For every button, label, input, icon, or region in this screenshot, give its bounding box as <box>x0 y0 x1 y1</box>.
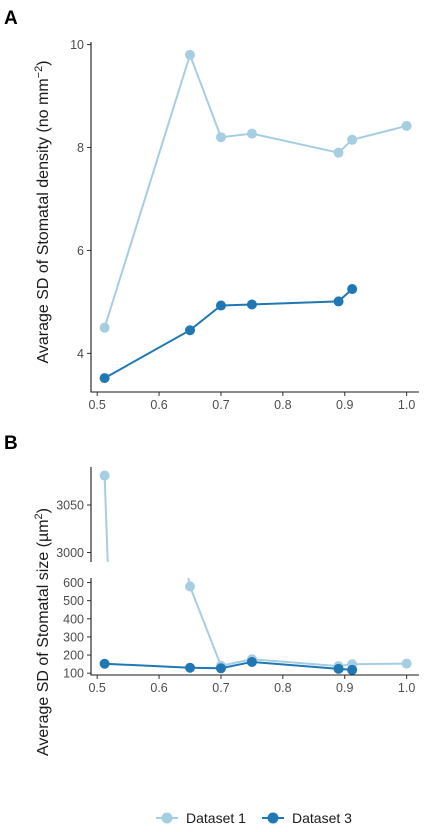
panel-a-point-dataset-1-3 <box>246 128 257 139</box>
legend-item-dataset-3: Dataset 3 <box>262 810 352 826</box>
panel-b-point-dataset-3-0 <box>99 658 110 669</box>
legend-item-dataset-1: Dataset 1 <box>156 810 246 826</box>
panel-b-letter: B <box>4 433 18 454</box>
panel-b-x-tick-label-0-9: 0.9 <box>336 681 353 695</box>
panel-b-segment-dataset-1-1 <box>189 586 222 667</box>
panel-a-y-tick-label-8: 8 <box>77 141 84 155</box>
panel-b-x-tick-label-0-7: 0.7 <box>212 681 229 695</box>
panel-a-point-dataset-1-4 <box>333 147 344 158</box>
panel-b-y-ticks: 3000 3050 100 200 300 400 500 600 <box>56 499 91 681</box>
panel-a-point-dataset-1-1 <box>185 49 196 60</box>
panel-b-point-dataset-1-1 <box>185 581 196 592</box>
panel-b-y-axis-superscript: 2 <box>33 513 45 519</box>
panel-a-x-tick-label-0-8: 0.8 <box>274 398 291 412</box>
panel-b-y-tick-label-lower-200: 200 <box>63 649 84 663</box>
panel-a-point-dataset-3-4 <box>333 296 344 307</box>
panel-b-y-axis-close: ) <box>35 508 52 513</box>
panel-a-point-dataset-3-3 <box>246 299 257 310</box>
panel-a-point-dataset-1-2 <box>215 132 226 143</box>
panel-b-y-tick-label-upper-3000: 3000 <box>56 546 84 560</box>
panel-b-y-tick-label-lower-400: 400 <box>63 612 84 626</box>
panel-a-x-ticks: 0.5 0.6 0.7 0.8 0.9 1.0 <box>88 392 415 412</box>
panel-b-x-ticks: 0.5 0.6 0.7 0.8 0.9 1.0 <box>88 675 415 695</box>
panel-a-y-tick-label-4: 4 <box>77 347 84 361</box>
panel-a-series-line-dataset-1 <box>103 51 407 328</box>
panel-b-segment-dataset-3-0 <box>104 662 191 669</box>
panel-b-point-dataset-3-3 <box>246 656 257 667</box>
panel-b-segment-dataset-3-2 <box>220 660 253 670</box>
panel-a-letter: A <box>4 8 18 29</box>
panel-b-segment-dataset-1-2 <box>220 658 253 667</box>
legend-label-dataset-1: Dataset 1 <box>186 810 246 826</box>
legend-marker-dataset-1 <box>161 812 173 824</box>
panel-b-x-tick-label-1-0: 1.0 <box>398 681 415 695</box>
panel-b-y-tick-label-lower-500: 500 <box>63 594 84 608</box>
panel-b-y-tick-label-lower-100: 100 <box>63 667 84 681</box>
panel-a-x-tick-label-0-6: 0.6 <box>150 398 167 412</box>
panel-b-x-tick-label-0-5: 0.5 <box>88 681 105 695</box>
panel-b-y-axis-title: Average SD of Stomatal size (µm2) <box>33 508 52 756</box>
panel-b-point-dataset-3-5 <box>347 664 358 675</box>
panel-a-y-axis-title: Avarage SD of Stomatal density (no mm−2) <box>33 60 52 363</box>
panel-b-point-dataset-3-2 <box>215 663 226 674</box>
panel-a-point-dataset-3-1 <box>185 325 196 336</box>
panel-a-y-axis-superscript: −2 <box>33 66 45 79</box>
panel-a-x-tick-label-0-9: 0.9 <box>336 398 353 412</box>
panel-a-y-axis-label: Avarage SD of Stomatal density (no mm <box>35 78 52 363</box>
panel-b-x-tick-label-0-8: 0.8 <box>274 681 291 695</box>
panel-b-segment-dataset-3-3 <box>251 660 339 670</box>
panel-a-y-tick-label-6: 6 <box>77 244 84 258</box>
panel-a-x-tick-label-0-7: 0.7 <box>212 398 229 412</box>
panel-a-y-ticks: 4 6 8 10 <box>70 38 91 361</box>
panel-b-point-dataset-1-6 <box>401 658 412 669</box>
panel-b-y-tick-label-upper-3050: 3050 <box>56 499 84 513</box>
panel-b-segment-dataset-1-3 <box>251 658 339 668</box>
panel-a-point-dataset-1-6 <box>401 120 412 131</box>
panel-a-point-dataset-3-2 <box>215 300 226 311</box>
panel-b-point-dataset-3-1 <box>185 662 196 673</box>
panel-a-x-tick-label-0-5: 0.5 <box>88 398 105 412</box>
panel-a-y-tick-label-10: 10 <box>70 38 84 52</box>
panel-a-point-dataset-1-0 <box>99 322 110 333</box>
panel-b-segment-upper-dataset-1-0 <box>103 475 109 563</box>
legend-label-dataset-3: Dataset 3 <box>292 810 352 826</box>
panel-b-y-tick-label-lower-300: 300 <box>63 630 84 644</box>
legend-marker-dataset-3 <box>267 812 279 824</box>
panel-b-x-tick-label-0-6: 0.6 <box>150 681 167 695</box>
panel-b-series <box>99 470 412 675</box>
panel-b-y-axis-label: Average SD of Stomatal size (µm <box>35 519 52 756</box>
panel-a-axes <box>90 42 419 393</box>
panel-b-point-dataset-3-4 <box>333 663 344 674</box>
panel-a-series <box>99 49 412 384</box>
panel-a-x-tick-label-1-0: 1.0 <box>398 398 415 412</box>
panel-a-y-axis-close: ) <box>35 60 52 65</box>
panel-b-y-tick-label-lower-600: 600 <box>63 576 84 590</box>
panel-a-point-dataset-3-0 <box>99 373 110 384</box>
panel-b-axes <box>90 467 419 676</box>
panel-a-point-dataset-1-5 <box>347 134 358 145</box>
panel-b-point-dataset-1-0 <box>99 470 110 481</box>
panel-a-point-dataset-3-5 <box>347 284 358 295</box>
panel-a: A 4 6 8 10 0.5 0.6 0.7 0.8 0.9 1.0 Avarage SD of… <box>4 8 419 412</box>
legend: Dataset 1 Dataset 3 <box>156 810 352 826</box>
panel-b-segment-dataset-1-5 <box>352 662 407 666</box>
panel-b-segment-dataset-3-1 <box>190 666 221 670</box>
panel-a-series-line-dataset-3 <box>104 288 353 379</box>
